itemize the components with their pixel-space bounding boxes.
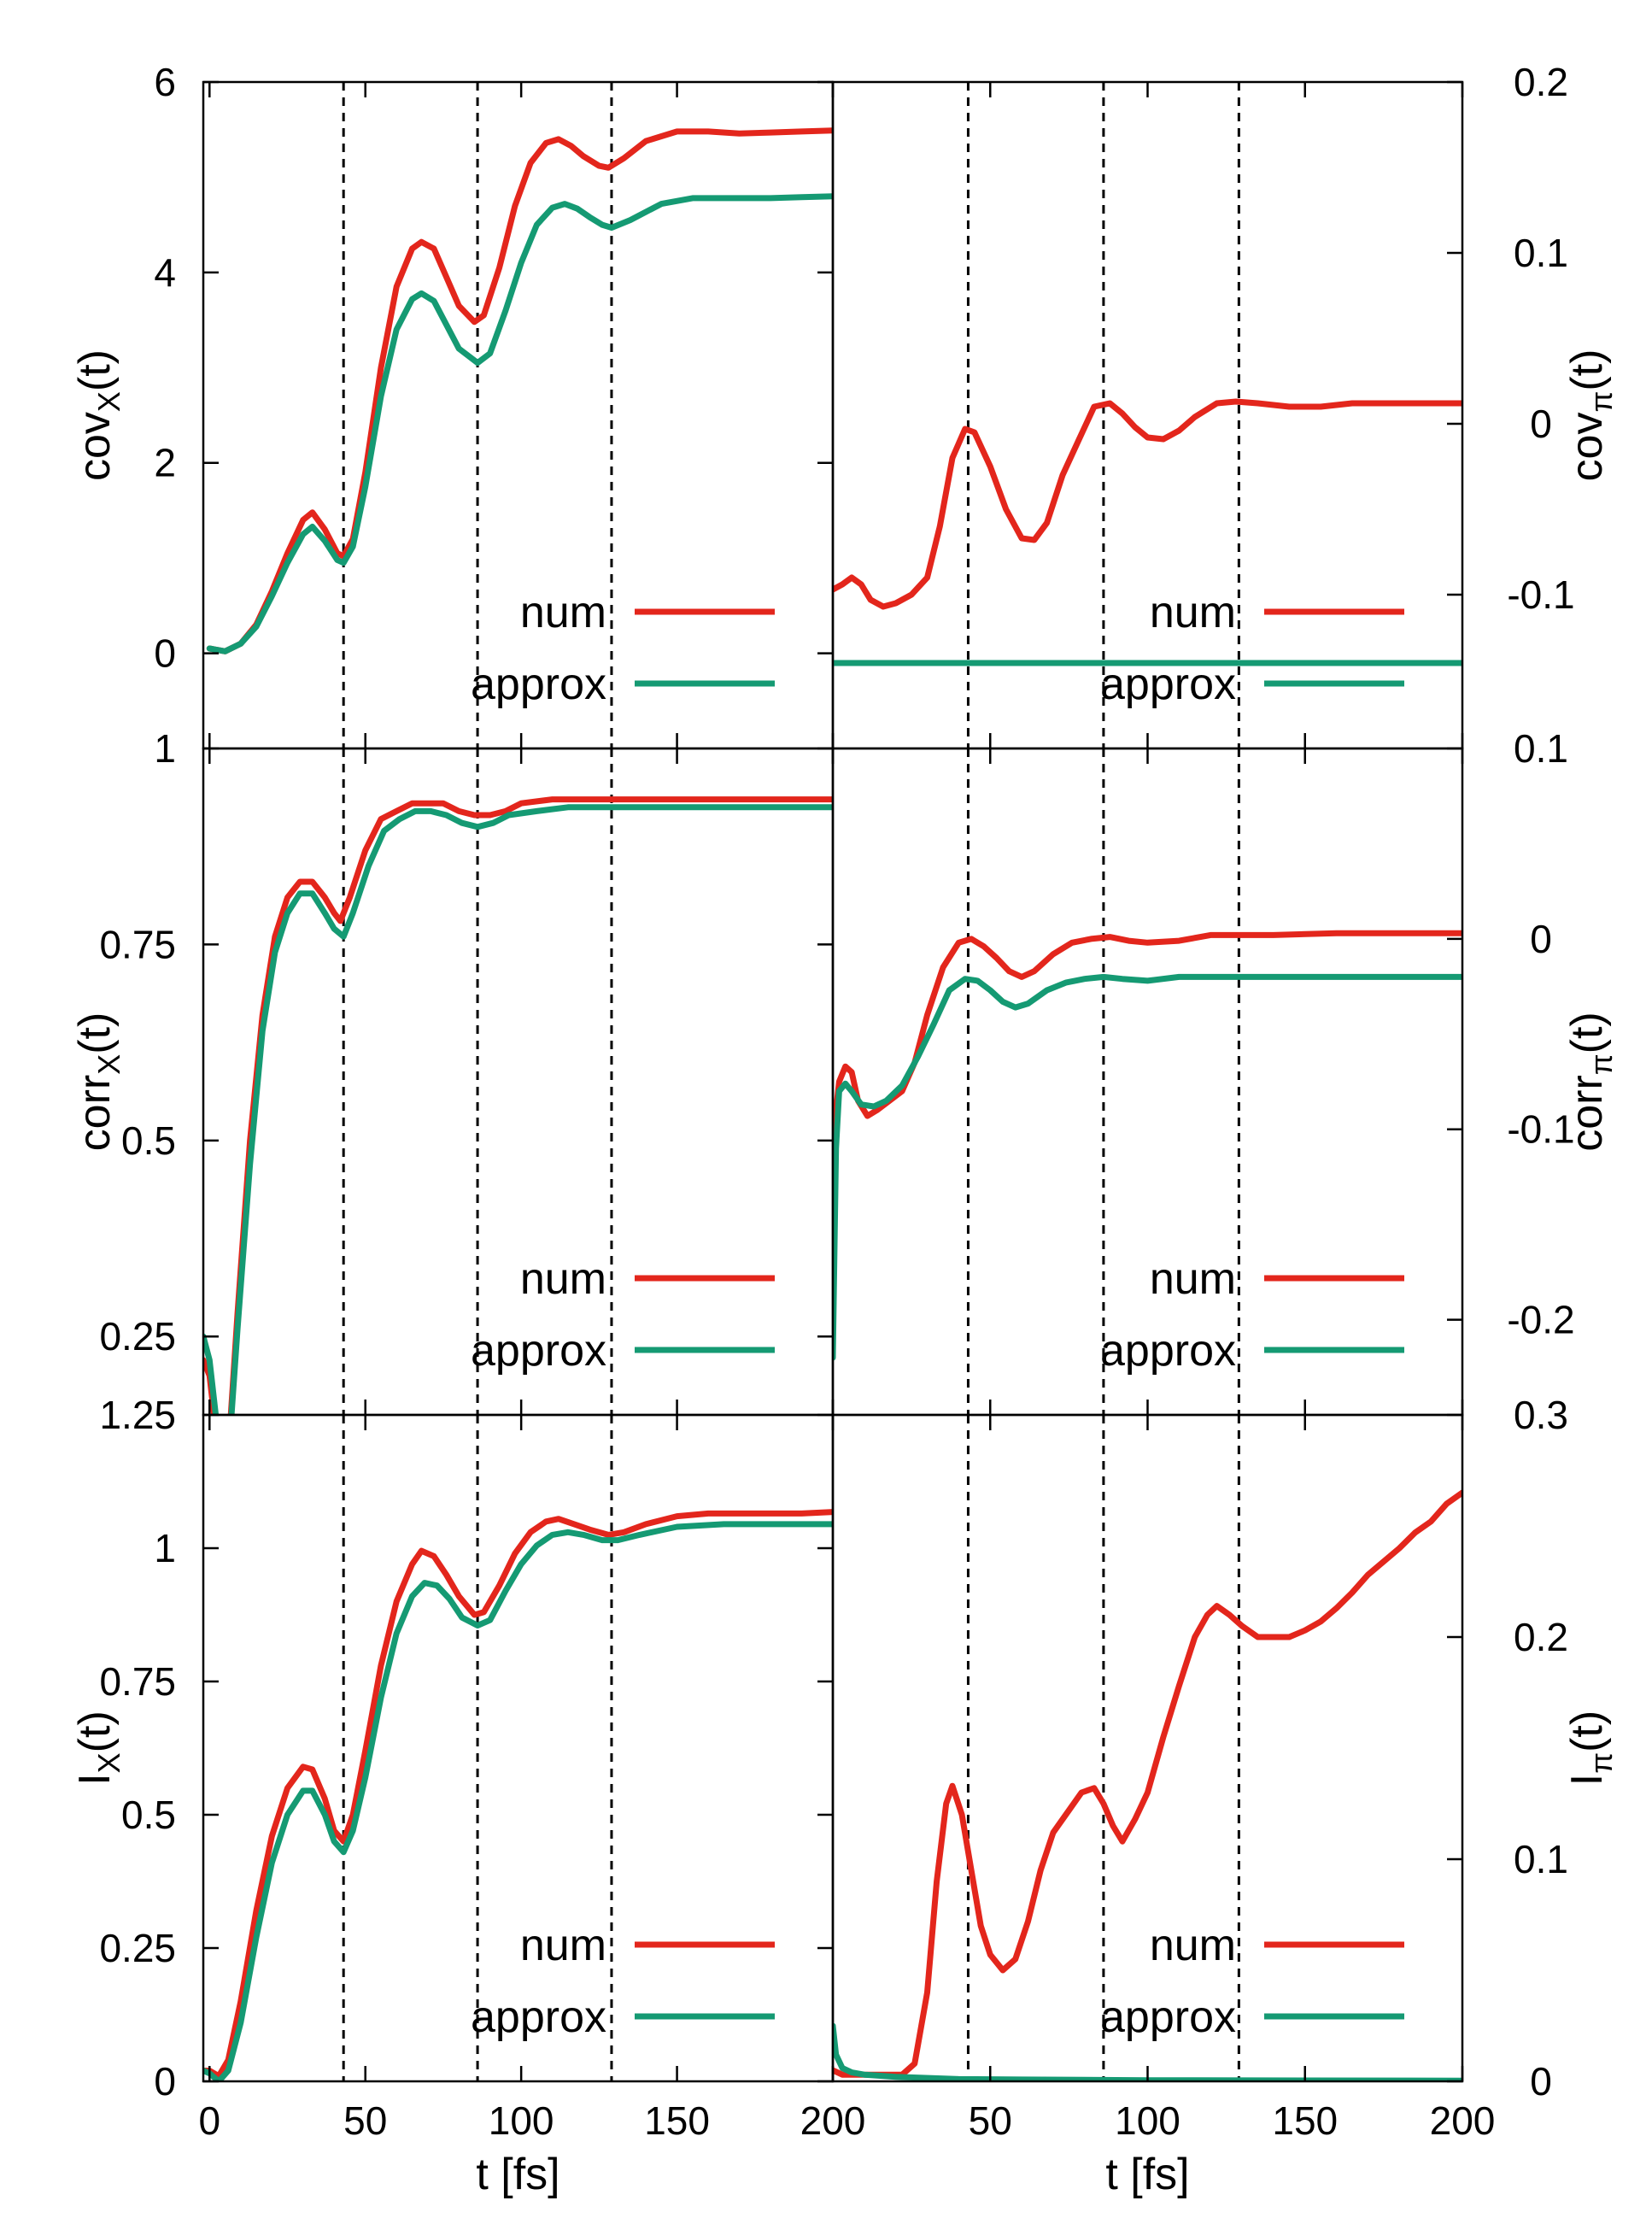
x-tick-label: 150 (1272, 2098, 1338, 2143)
y-tick-label: 2 (154, 441, 176, 485)
y-tick-label: 0 (154, 631, 176, 676)
legend: num approx (471, 588, 775, 709)
y-tick-label: 0.2 (1514, 60, 1568, 104)
y-tick-label: 0.1 (1514, 726, 1568, 771)
plot-area (203, 796, 833, 1415)
x-tick-label: 200 (1430, 2098, 1496, 2143)
y-tick-label: -0.1 (1507, 572, 1574, 617)
y-tick-label: 0.2 (1514, 1615, 1568, 1659)
panel-ipi: 0 0.1 0.2 0.3 50 100 150 200 t [fs] Iπ(t) num appro… (831, 1393, 1619, 2199)
legend-label-approx: approx (471, 660, 606, 709)
series-line-num (206, 127, 833, 654)
legend-label-approx: approx (1100, 1326, 1236, 1376)
y-tick-label: 0.25 (99, 1314, 176, 1359)
legend-label-approx: approx (471, 1326, 606, 1376)
y-tick-label: 0.75 (99, 1659, 176, 1704)
x-tick-label: 100 (489, 2098, 554, 2143)
y-tick-label: 4 (154, 250, 176, 295)
x-axis-label: t [fs] (1105, 2150, 1189, 2199)
axis-frame (202, 747, 835, 1417)
legend: num approx (471, 1254, 775, 1376)
panel-covx: 0 2 4 6 covX(t) num approx (70, 60, 835, 750)
panel-covpi: -0.1 0 0.1 0.2 covπ(t) num approx (831, 60, 1619, 750)
legend-label-num: num (520, 588, 606, 637)
plot-area (203, 1509, 833, 2081)
y-tick-label: 1 (154, 726, 176, 771)
series-line-approx (833, 973, 1462, 1361)
x-tick-label: 200 (800, 2098, 866, 2143)
y-tick-label: 0 (154, 2059, 176, 2104)
axis-frame (831, 80, 1464, 750)
y-axis-label: Iπ(t) (1562, 1711, 1619, 1786)
y-tick-label: -0.1 (1507, 1107, 1574, 1152)
axis-frame (202, 80, 835, 750)
legend-label-approx: approx (1100, 660, 1236, 709)
y-axis-label: covπ(t) (1562, 349, 1619, 482)
legend-label-approx: approx (1100, 1992, 1236, 2042)
x-tick-label: 0 (199, 2098, 221, 2143)
y-tick-label: 0 (1530, 402, 1552, 446)
x-tick-label: 100 (1115, 2098, 1180, 2143)
series-line-num (833, 1489, 1462, 2078)
y-tick-label: 0.1 (1514, 231, 1568, 275)
series-line-num (833, 398, 1462, 610)
legend-label-num: num (1150, 1921, 1236, 1970)
x-tick-label: 50 (343, 2098, 387, 2143)
y-tick-label: -0.2 (1507, 1298, 1574, 1342)
series-line-num (203, 1509, 833, 2080)
series-line-approx (203, 1521, 833, 2081)
y-tick-label: 1 (154, 1526, 176, 1570)
y-tick-label: 1.25 (99, 1393, 176, 1437)
legend: num approx (1100, 588, 1404, 709)
y-tick-label: 6 (154, 60, 176, 104)
panel-corrx: 0.25 0.5 0.75 1 corrX(t) num approx (70, 726, 835, 1417)
series-line-approx (206, 193, 833, 654)
y-axis-label: covX(t) (70, 349, 126, 481)
series-line-approx (203, 804, 833, 1415)
legend-label-num: num (1150, 1254, 1236, 1304)
panel-corrpi: -0.2 -0.1 0 0.1 corrπ(t) num approx (831, 726, 1619, 1417)
y-tick-label: 0.75 (99, 922, 176, 966)
legend: num approx (1100, 1921, 1404, 2042)
legend: num approx (471, 1921, 775, 2042)
y-axis-label: IX(t) (70, 1711, 126, 1786)
y-tick-label: 0.3 (1514, 1393, 1568, 1437)
y-axis-label: corrX(t) (70, 1012, 126, 1152)
series-line-num (833, 930, 1462, 1313)
x-axis-label: t [fs] (476, 2150, 559, 2199)
legend: num approx (1100, 1254, 1404, 1376)
axis-frame (831, 747, 1464, 1417)
x-tick-label: 150 (644, 2098, 710, 2143)
y-tick-label: 0.5 (121, 1793, 176, 1837)
y-tick-label: 0 (1530, 917, 1552, 961)
legend-label-num: num (520, 1254, 606, 1304)
plot-area (206, 127, 833, 654)
plot-area (833, 930, 1462, 1361)
y-tick-label: 0.5 (121, 1118, 176, 1163)
y-tick-label: 0.25 (99, 1926, 176, 1970)
y-tick-label: 0 (1530, 2059, 1552, 2104)
y-tick-label: 0.1 (1514, 1837, 1568, 1881)
legend-label-num: num (520, 1921, 606, 1970)
y-axis-label: corrπ(t) (1562, 1012, 1619, 1152)
x-tick-label: 50 (969, 2098, 1012, 2143)
legend-label-num: num (1150, 588, 1236, 637)
legend-label-approx: approx (471, 1992, 606, 2042)
panel-ix: 0 0.25 0.5 0.75 1 1.25 0 50 100 150 200 t [fs] IX(t)… (70, 1393, 865, 2199)
plot-area (833, 398, 1462, 666)
